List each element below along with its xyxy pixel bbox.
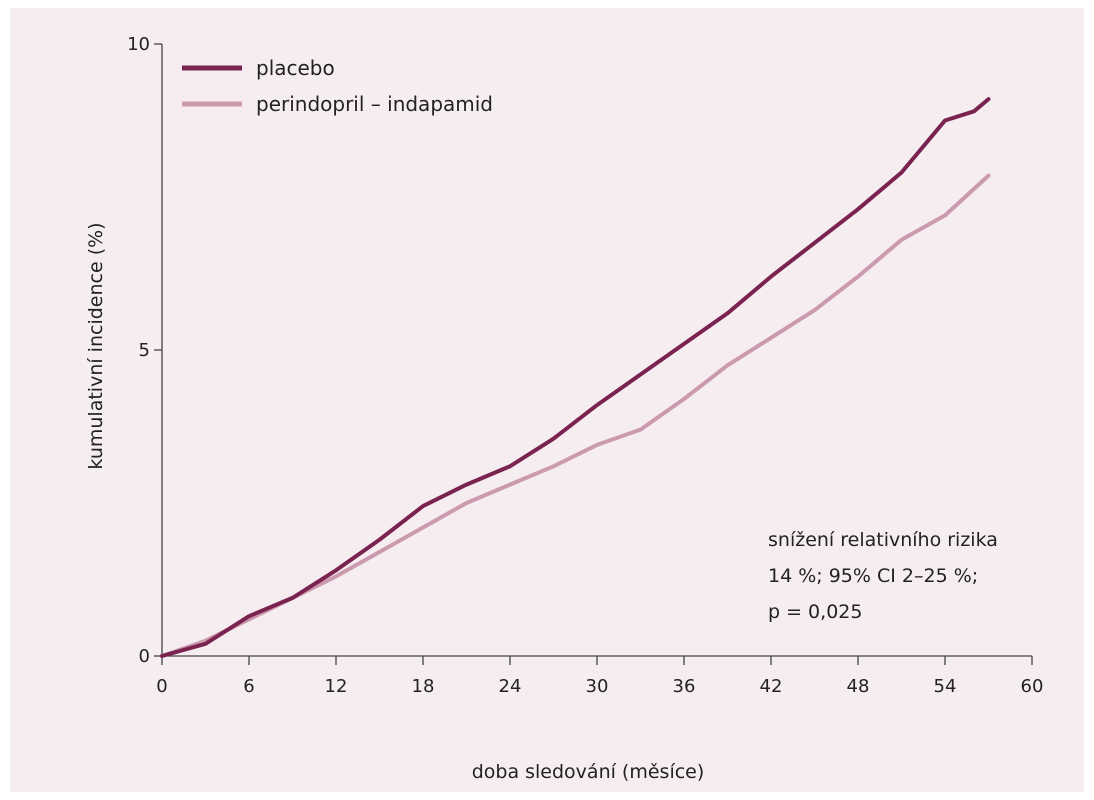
x-tick-label: 24 <box>499 676 522 697</box>
x-tick-label: 42 <box>760 676 783 697</box>
x-tick-label: 12 <box>325 676 348 697</box>
x-tick-label: 6 <box>243 676 254 697</box>
x-tick-label: 54 <box>934 676 957 697</box>
x-tick-label: 18 <box>412 676 435 697</box>
x-tick-label: 30 <box>586 676 609 697</box>
x-tick-label: 36 <box>673 676 696 697</box>
risk-reduction-note: snížení relativního rizika 14 %; 95% CI … <box>768 529 998 623</box>
x-tick-label: 60 <box>1021 676 1044 697</box>
chart-panel: 0 5 10 0 6 12 18 24 30 36 42 48 54 60 kumulativní in… <box>10 8 1084 792</box>
legend-label-perindopril-indapamid: perindopril – indapamid <box>256 92 493 116</box>
legend: placebo perindopril – indapamid <box>182 56 493 116</box>
y-axis-label: kumulativní incidence (%) <box>85 222 107 469</box>
y-tick-label: 10 <box>127 34 150 55</box>
series-line-placebo <box>160 97 991 658</box>
y-axis-ticks: 0 5 10 <box>127 34 162 667</box>
x-axis-label: doba sledování (měsíce) <box>472 761 705 783</box>
x-tick-label: 48 <box>847 676 870 697</box>
note-line-1: snížení relativního rizika <box>768 529 998 551</box>
incidence-line-chart: 0 5 10 0 6 12 18 24 30 36 42 48 54 60 kumulativní in… <box>85 34 1043 783</box>
series-lines <box>160 97 991 658</box>
legend-label-placebo: placebo <box>256 56 335 80</box>
note-line-2: 14 %; 95% CI 2–25 %; <box>768 565 978 587</box>
x-axis-ticks: 0 6 12 18 24 30 36 42 48 54 60 <box>156 656 1043 697</box>
x-tick-label: 0 <box>156 676 167 697</box>
y-tick-label: 5 <box>139 340 150 361</box>
note-line-3: p = 0,025 <box>768 601 862 623</box>
y-tick-label: 0 <box>139 646 150 667</box>
